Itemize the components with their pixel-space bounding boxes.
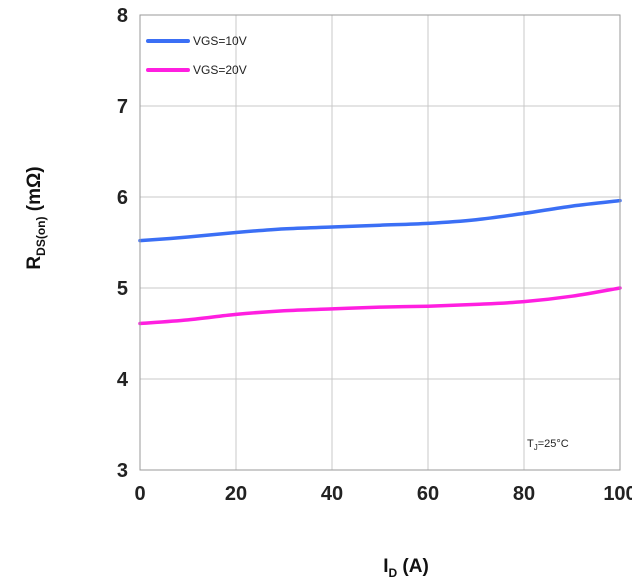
legend-label-vgs-20v: VGS=20V bbox=[193, 63, 247, 77]
x-tick-label-20: 20 bbox=[225, 483, 247, 505]
temperature-annotation: TJ=25°C bbox=[527, 438, 569, 452]
y-tick-label-7: 7 bbox=[117, 96, 128, 118]
y-axis-label: RDS(on) (mΩ) bbox=[24, 166, 48, 269]
series-lines bbox=[138, 198, 622, 326]
x-tick-label-40: 40 bbox=[321, 483, 343, 505]
legend: VGS=10V VGS=20V bbox=[146, 34, 247, 77]
x-tick-label-80: 80 bbox=[513, 483, 535, 505]
y-axis-label-sub: DS(on) bbox=[34, 217, 48, 256]
grid bbox=[140, 15, 620, 470]
y-tick-label-5: 5 bbox=[117, 278, 128, 300]
y-tick-label-3: 3 bbox=[117, 460, 128, 482]
x-tick-label-60: 60 bbox=[417, 483, 439, 505]
x-tick-label-100: 100 bbox=[603, 483, 632, 505]
annotation-main: T bbox=[527, 438, 534, 450]
series-line-vgs-20v bbox=[138, 286, 622, 326]
y-tick-label-6: 6 bbox=[117, 187, 128, 209]
x-axis-label-sub: D bbox=[388, 566, 397, 580]
plot-frame bbox=[139, 14, 621, 471]
x-axis-label-suffix: (A) bbox=[397, 556, 429, 577]
y-axis-label-suffix: (mΩ) bbox=[24, 166, 45, 216]
y-tick-label-8: 8 bbox=[117, 5, 128, 27]
x-tick-label-0: 0 bbox=[134, 483, 145, 505]
legend-label-vgs-10v: VGS=10V bbox=[193, 34, 247, 48]
y-tick-label-4: 4 bbox=[117, 369, 129, 391]
y-axis-label-main: R bbox=[24, 256, 45, 270]
x-axis-label-main: I bbox=[383, 556, 388, 577]
annotation-suffix: =25°C bbox=[538, 438, 569, 450]
series-line-vgs-10v bbox=[138, 198, 622, 243]
plot-border bbox=[139, 14, 621, 471]
tick-labels: 0 20 40 60 80 100 3 4 5 6 7 8 bbox=[117, 5, 632, 505]
x-axis-label: ID (A) bbox=[383, 556, 429, 580]
annotation-sub: J bbox=[534, 443, 538, 452]
